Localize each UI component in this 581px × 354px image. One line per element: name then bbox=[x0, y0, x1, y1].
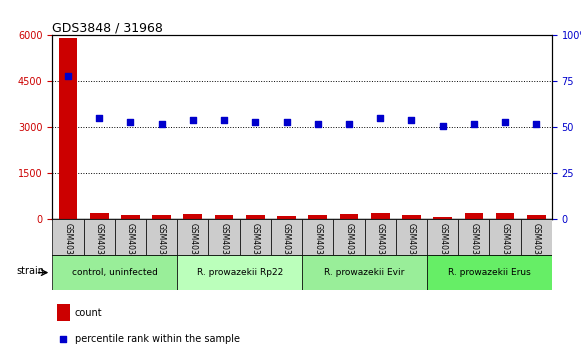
FancyBboxPatch shape bbox=[333, 219, 365, 255]
Text: GSM403383: GSM403383 bbox=[251, 223, 260, 269]
FancyBboxPatch shape bbox=[458, 219, 489, 255]
Bar bbox=[89, 213, 109, 219]
Bar bbox=[214, 215, 234, 219]
FancyBboxPatch shape bbox=[271, 219, 302, 255]
FancyBboxPatch shape bbox=[302, 255, 427, 290]
FancyBboxPatch shape bbox=[177, 219, 209, 255]
Point bbox=[500, 119, 510, 125]
Point bbox=[157, 121, 166, 127]
Text: GSM403387: GSM403387 bbox=[313, 223, 322, 269]
FancyBboxPatch shape bbox=[427, 255, 552, 290]
FancyBboxPatch shape bbox=[365, 219, 396, 255]
FancyBboxPatch shape bbox=[52, 219, 84, 255]
Bar bbox=[433, 217, 452, 219]
FancyBboxPatch shape bbox=[52, 255, 177, 290]
Point bbox=[63, 73, 73, 79]
FancyBboxPatch shape bbox=[521, 219, 552, 255]
Bar bbox=[184, 214, 202, 219]
Point bbox=[95, 115, 104, 121]
Text: GSM403379: GSM403379 bbox=[157, 223, 166, 269]
Text: control, uninfected: control, uninfected bbox=[72, 268, 157, 277]
Bar bbox=[496, 213, 514, 219]
Text: count: count bbox=[75, 308, 102, 318]
Text: GSM403445: GSM403445 bbox=[469, 223, 478, 269]
Text: percentile rank within the sample: percentile rank within the sample bbox=[75, 334, 240, 344]
Point bbox=[438, 123, 447, 129]
Text: R. prowazekii Evir: R. prowazekii Evir bbox=[324, 268, 405, 277]
Text: GSM403446: GSM403446 bbox=[501, 223, 510, 269]
Bar bbox=[402, 215, 421, 219]
Point bbox=[250, 119, 260, 125]
Text: GSM403447: GSM403447 bbox=[532, 223, 541, 269]
Point bbox=[59, 336, 68, 342]
FancyBboxPatch shape bbox=[146, 219, 177, 255]
Text: GDS3848 / 31968: GDS3848 / 31968 bbox=[52, 21, 163, 34]
Text: GSM403378: GSM403378 bbox=[126, 223, 135, 269]
FancyBboxPatch shape bbox=[239, 219, 271, 255]
Text: R. prowazekii Rp22: R. prowazekii Rp22 bbox=[196, 268, 283, 277]
Text: GSM403281: GSM403281 bbox=[63, 223, 73, 269]
FancyBboxPatch shape bbox=[84, 219, 115, 255]
Point bbox=[220, 117, 229, 123]
FancyBboxPatch shape bbox=[302, 219, 333, 255]
Bar bbox=[527, 216, 546, 219]
Bar bbox=[277, 216, 296, 219]
Bar bbox=[309, 216, 327, 219]
Point bbox=[282, 119, 291, 125]
FancyBboxPatch shape bbox=[396, 219, 427, 255]
Point bbox=[407, 117, 416, 123]
FancyBboxPatch shape bbox=[427, 219, 458, 255]
Text: R. prowazekii Erus: R. prowazekii Erus bbox=[448, 268, 531, 277]
FancyBboxPatch shape bbox=[177, 255, 302, 290]
Bar bbox=[152, 216, 171, 219]
FancyBboxPatch shape bbox=[489, 219, 521, 255]
FancyBboxPatch shape bbox=[209, 219, 239, 255]
Bar bbox=[371, 213, 389, 219]
Point bbox=[125, 119, 135, 125]
Text: GSM403444: GSM403444 bbox=[438, 223, 447, 269]
Text: GSM403380: GSM403380 bbox=[188, 223, 198, 269]
Text: GSM403377: GSM403377 bbox=[95, 223, 103, 269]
Text: GSM403388: GSM403388 bbox=[345, 223, 353, 269]
Point bbox=[313, 121, 322, 127]
Point bbox=[345, 121, 354, 127]
Point bbox=[469, 121, 479, 127]
Text: strain: strain bbox=[16, 266, 44, 276]
Bar bbox=[465, 213, 483, 219]
Text: GSM403382: GSM403382 bbox=[220, 223, 228, 269]
FancyBboxPatch shape bbox=[115, 219, 146, 255]
Bar bbox=[58, 304, 70, 321]
Point bbox=[188, 117, 198, 123]
Bar bbox=[59, 39, 77, 219]
Bar bbox=[339, 214, 358, 219]
Bar bbox=[121, 216, 139, 219]
Text: GSM403391: GSM403391 bbox=[407, 223, 416, 269]
Text: GSM403389: GSM403389 bbox=[376, 223, 385, 269]
Point bbox=[375, 115, 385, 121]
Point bbox=[532, 121, 541, 127]
Bar bbox=[246, 215, 264, 219]
Text: GSM403384: GSM403384 bbox=[282, 223, 291, 269]
